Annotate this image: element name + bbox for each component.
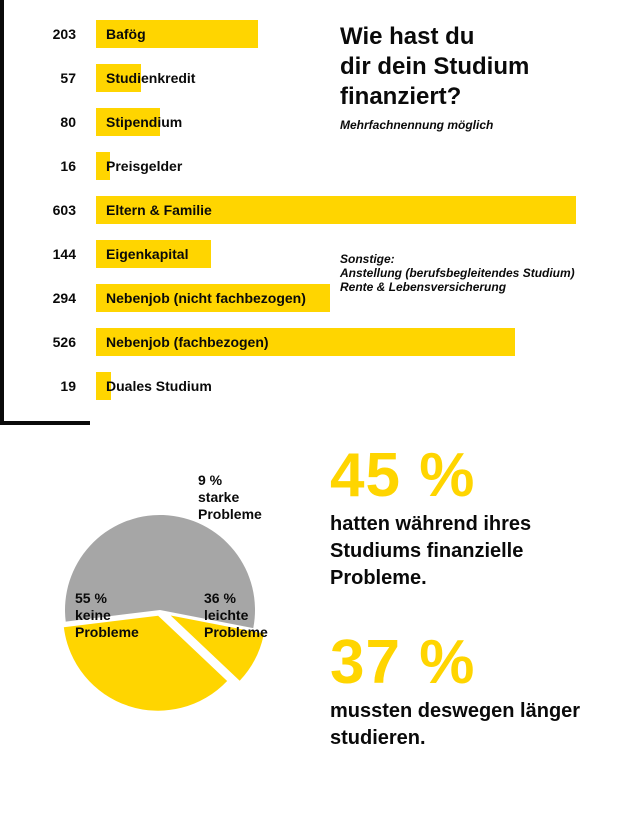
bar-row: 16 Preisgelder (0, 152, 620, 180)
bar-label: Stipendium (96, 114, 182, 130)
bar: Eltern & Familie (96, 196, 576, 224)
bar-label: Eigenkapital (96, 246, 188, 262)
stat-pct: 37 % (330, 632, 620, 694)
bar-label: Nebenjob (nicht fachbezogen) (96, 290, 306, 306)
bar-row: 603 Eltern & Familie (0, 196, 620, 224)
bar: Eigenkapital (96, 240, 211, 268)
bar-value: 203 (0, 20, 84, 48)
stat-longer-study: 37 % mussten deswegen länger studieren. (330, 632, 620, 752)
bar-label: Bafög (96, 26, 146, 42)
bar: Stipendium (96, 108, 160, 136)
pie-label-keine: 55 % keineProbleme (75, 590, 139, 640)
pie-pct: 36 % (204, 590, 236, 606)
bar-label: Nebenjob (fachbezogen) (96, 334, 269, 350)
bar: Nebenjob (fachbezogen) (96, 328, 515, 356)
pie-pct: 55 % (75, 590, 107, 606)
bar-label: Studienkredit (96, 70, 195, 86)
pie-text: starkeProbleme (198, 489, 262, 522)
bar-label: Duales Studium (96, 378, 212, 394)
pie-chart-problems: 9 % starkeProbleme 36 % leichteProbleme … (50, 460, 310, 720)
bar-value: 80 (0, 108, 84, 136)
bar-value: 526 (0, 328, 84, 356)
bar-value: 57 (0, 64, 84, 92)
bar: Preisgelder (96, 152, 110, 180)
chart-title: Wie hast du dir dein Studium finanziert? (340, 22, 620, 112)
sonstige-header: Sonstige: (340, 252, 620, 266)
bar-row: 19 Duales Studium (0, 372, 620, 400)
bar: Bafög (96, 20, 258, 48)
title-line: dir dein Studium (340, 53, 529, 80)
pie-text: keineProbleme (75, 607, 139, 640)
bar-row: 526 Nebenjob (fachbezogen) (0, 328, 620, 356)
bar-label: Preisgelder (96, 158, 182, 174)
bar-value: 16 (0, 152, 84, 180)
infographic-canvas: 203 Bafög 57 Studienkredit 80 Stipendium 16 Pre… (0, 0, 640, 826)
chart-subtitle: Mehrfachnennung möglich (340, 118, 620, 132)
pie-label-leichte: 36 % leichteProbleme (204, 590, 268, 640)
bar-value: 294 (0, 284, 84, 312)
stat-pct: 45 % (330, 445, 620, 507)
pie-label-starke: 9 % starkeProbleme (198, 472, 262, 522)
stat-financial-problems: 45 % hatten während ihres Studiums finan… (330, 445, 620, 592)
sonstige-note: Sonstige: Anstellung (berufsbegleitendes… (340, 252, 620, 294)
bar-value: 603 (0, 196, 84, 224)
bar: Duales Studium (96, 372, 111, 400)
stat-desc: hatten während ihres Studiums finanziell… (330, 511, 620, 592)
bar-label: Eltern & Familie (96, 202, 212, 218)
bar: Studienkredit (96, 64, 141, 92)
sonstige-line: Rente & Lebensversicherung (340, 280, 620, 294)
title-line: Wie hast du (340, 23, 474, 50)
title-block: Wie hast du dir dein Studium finanziert?… (340, 22, 620, 132)
bar-value: 144 (0, 240, 84, 268)
bar-value: 19 (0, 372, 84, 400)
sonstige-line: Anstellung (berufsbegleitendes Studium) (340, 266, 620, 280)
pie-text: leichteProbleme (204, 607, 268, 640)
stat-desc: mussten deswegen länger studieren. (330, 698, 620, 752)
bar: Nebenjob (nicht fachbezogen) (96, 284, 330, 312)
title-line: finanziert? (340, 83, 461, 110)
pie-pct: 9 % (198, 472, 222, 488)
